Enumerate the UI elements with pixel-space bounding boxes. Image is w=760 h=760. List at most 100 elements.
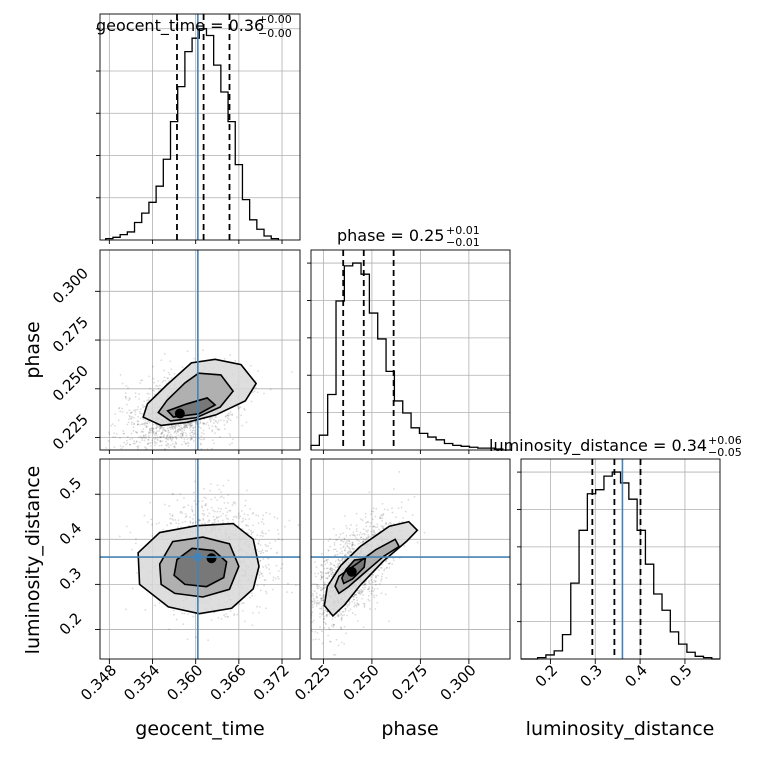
sample-point	[232, 516, 235, 518]
sample-point	[184, 512, 187, 515]
sample-point	[183, 496, 185, 499]
xtick-label-phase: 0.250	[340, 661, 383, 704]
sample-point	[223, 419, 225, 422]
sample-point	[312, 606, 314, 609]
sample-point	[250, 533, 253, 536]
contour-line	[137, 522, 260, 615]
sample-point	[327, 572, 330, 575]
sample-point	[131, 415, 133, 418]
sample-point	[331, 569, 334, 572]
sample-point	[368, 579, 370, 582]
sample-point	[329, 568, 332, 570]
sample-point	[191, 437, 193, 440]
sample-point	[305, 599, 307, 601]
sample-point	[146, 442, 149, 445]
sample-point	[195, 503, 198, 506]
sample-point	[361, 591, 363, 594]
sample-point	[163, 376, 166, 379]
sample-point	[206, 515, 209, 517]
sample-point	[316, 599, 319, 602]
sample-point	[144, 422, 147, 424]
sample-point	[333, 624, 336, 626]
sample-point	[277, 538, 280, 541]
sample-point	[376, 601, 379, 604]
sample-point	[381, 517, 384, 520]
sample-point	[202, 517, 205, 520]
ytick-label-luminosity-distance: 0.2	[56, 609, 86, 639]
sample-point	[147, 399, 150, 401]
sample-point	[119, 410, 122, 413]
sample-point	[312, 594, 315, 597]
sample-point	[229, 354, 232, 356]
sample-point	[254, 537, 257, 540]
sample-point	[126, 435, 129, 438]
sample-point	[372, 525, 374, 528]
sample-point	[262, 566, 265, 568]
sample-point	[130, 423, 133, 426]
sample-point	[177, 522, 180, 525]
sample-point	[133, 470, 135, 472]
sample-point	[220, 508, 223, 510]
sample-point	[318, 600, 321, 603]
ytick-label-luminosity-distance: 0.3	[56, 564, 86, 594]
sample-point	[240, 521, 243, 523]
xtick-label-phase: 0.225	[291, 661, 334, 704]
sample-point	[154, 432, 157, 435]
sample-point	[193, 432, 196, 435]
sample-point	[217, 507, 220, 510]
sample-point	[198, 519, 201, 522]
sample-point	[400, 501, 403, 504]
sample-point	[348, 547, 351, 550]
sample-point	[316, 585, 318, 588]
sample-point	[262, 558, 265, 560]
sample-point	[341, 550, 343, 553]
sample-point	[175, 618, 178, 621]
sample-point	[331, 575, 333, 578]
sample-point	[312, 583, 315, 586]
sample-point	[344, 557, 347, 560]
sample-point	[189, 516, 192, 519]
sample-point	[218, 488, 221, 491]
sample-point	[244, 499, 247, 502]
sample-point	[166, 377, 169, 380]
sample-point	[355, 593, 358, 596]
sample-point	[158, 436, 161, 438]
sample-point	[303, 626, 305, 628]
sample-point	[357, 542, 360, 545]
sample-point	[181, 427, 184, 430]
sample-point	[333, 568, 336, 571]
sample-point	[201, 506, 204, 509]
sample-point	[195, 420, 197, 423]
sample-point	[189, 521, 192, 524]
sample-point	[348, 602, 351, 604]
sample-point	[316, 602, 319, 604]
sample-point	[247, 532, 250, 535]
sample-point	[191, 431, 193, 434]
sample-point	[143, 400, 146, 403]
sample-point	[366, 588, 369, 591]
sample-point	[129, 417, 132, 420]
sample-point	[157, 380, 160, 382]
sample-point	[325, 559, 328, 561]
sample-point	[199, 421, 202, 424]
sample-point	[281, 538, 284, 541]
sample-point	[339, 543, 342, 546]
sample-point	[163, 457, 165, 459]
sample-point	[180, 510, 182, 513]
sample-point	[321, 577, 323, 580]
sample-point	[169, 513, 172, 515]
sample-point	[252, 524, 254, 527]
sample-point	[266, 550, 268, 552]
sample-point	[148, 436, 151, 439]
sample-point	[379, 516, 382, 518]
sample-point	[134, 442, 136, 445]
sample-point	[376, 587, 379, 590]
sample-point	[128, 396, 131, 399]
sample-point	[346, 545, 349, 548]
sample-point	[423, 531, 426, 534]
sample-point	[328, 574, 331, 577]
sample-point	[319, 626, 322, 629]
sample-point	[168, 470, 170, 472]
sample-point	[247, 525, 250, 527]
sample-point	[189, 422, 192, 425]
